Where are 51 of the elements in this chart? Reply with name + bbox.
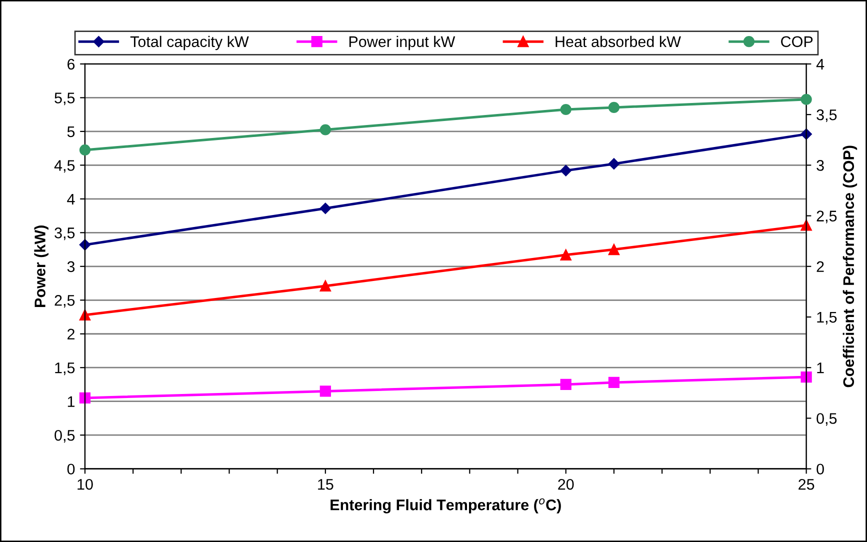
y-tick-label: 2 [68,328,74,340]
y-tick-label: 1,5 [55,362,75,376]
y2-tick-label: 1,5 [817,312,837,324]
x-tick-label: 15 [318,479,334,490]
point [320,280,331,292]
y2-tick-label: 2 [816,261,824,272]
y-tick-label: 4 [67,194,75,204]
y2-tick-label: 4 [816,58,824,70]
y-tick-label: 0,5 [54,430,75,443]
y2-tick-label: 2,5 [816,210,837,224]
legend-label: Power input kW [349,36,456,50]
point [79,392,91,404]
x-axis-title: Entering Fluid Temperature ($^{o}$C) [330,498,561,514]
point [79,144,91,156]
y-tick-label: 0 [67,464,75,475]
y-axis-title: Power (kW) [34,226,48,307]
y2-tick-label: 0 [816,464,824,475]
y2-tick-label: 1 [817,362,824,374]
point [320,202,332,214]
legend-label: Total capacity kW [130,36,249,50]
point [608,102,620,114]
x-tick-label: 10 [78,478,93,490]
y-tick-label: 3 [67,261,75,272]
point [79,239,91,250]
x-tick-label: 20 [558,478,574,490]
point [608,376,620,388]
y-tick-label: 3,5 [54,228,75,240]
point [320,124,331,136]
y-tick-label: 5,5 [54,92,75,106]
y-tick-label: 4,5 [54,160,75,173]
y-tick-label: 5 [67,126,75,138]
y2-tick-label: 0,5 [816,413,837,426]
point [560,104,572,116]
point [800,94,812,105]
y-tick-label: 6 [68,58,75,70]
point [560,164,572,176]
y2-axis-title: Coefficient of Performance (COP) [842,146,858,388]
legend-label: COP [781,36,813,48]
point [560,249,572,260]
point [800,220,812,231]
point [320,386,331,397]
y-tick-label: 2,5 [54,295,75,308]
point [560,378,572,390]
y2-tick-label: 3,5 [816,109,837,122]
y-tick-label: 1 [68,396,74,407]
x-tick-label: 25 [798,478,814,490]
point [800,372,812,383]
point [608,158,620,170]
legend-label: Heat absorbed kW [556,36,681,48]
y2-tick-label: 3 [816,160,824,171]
point [608,244,620,256]
